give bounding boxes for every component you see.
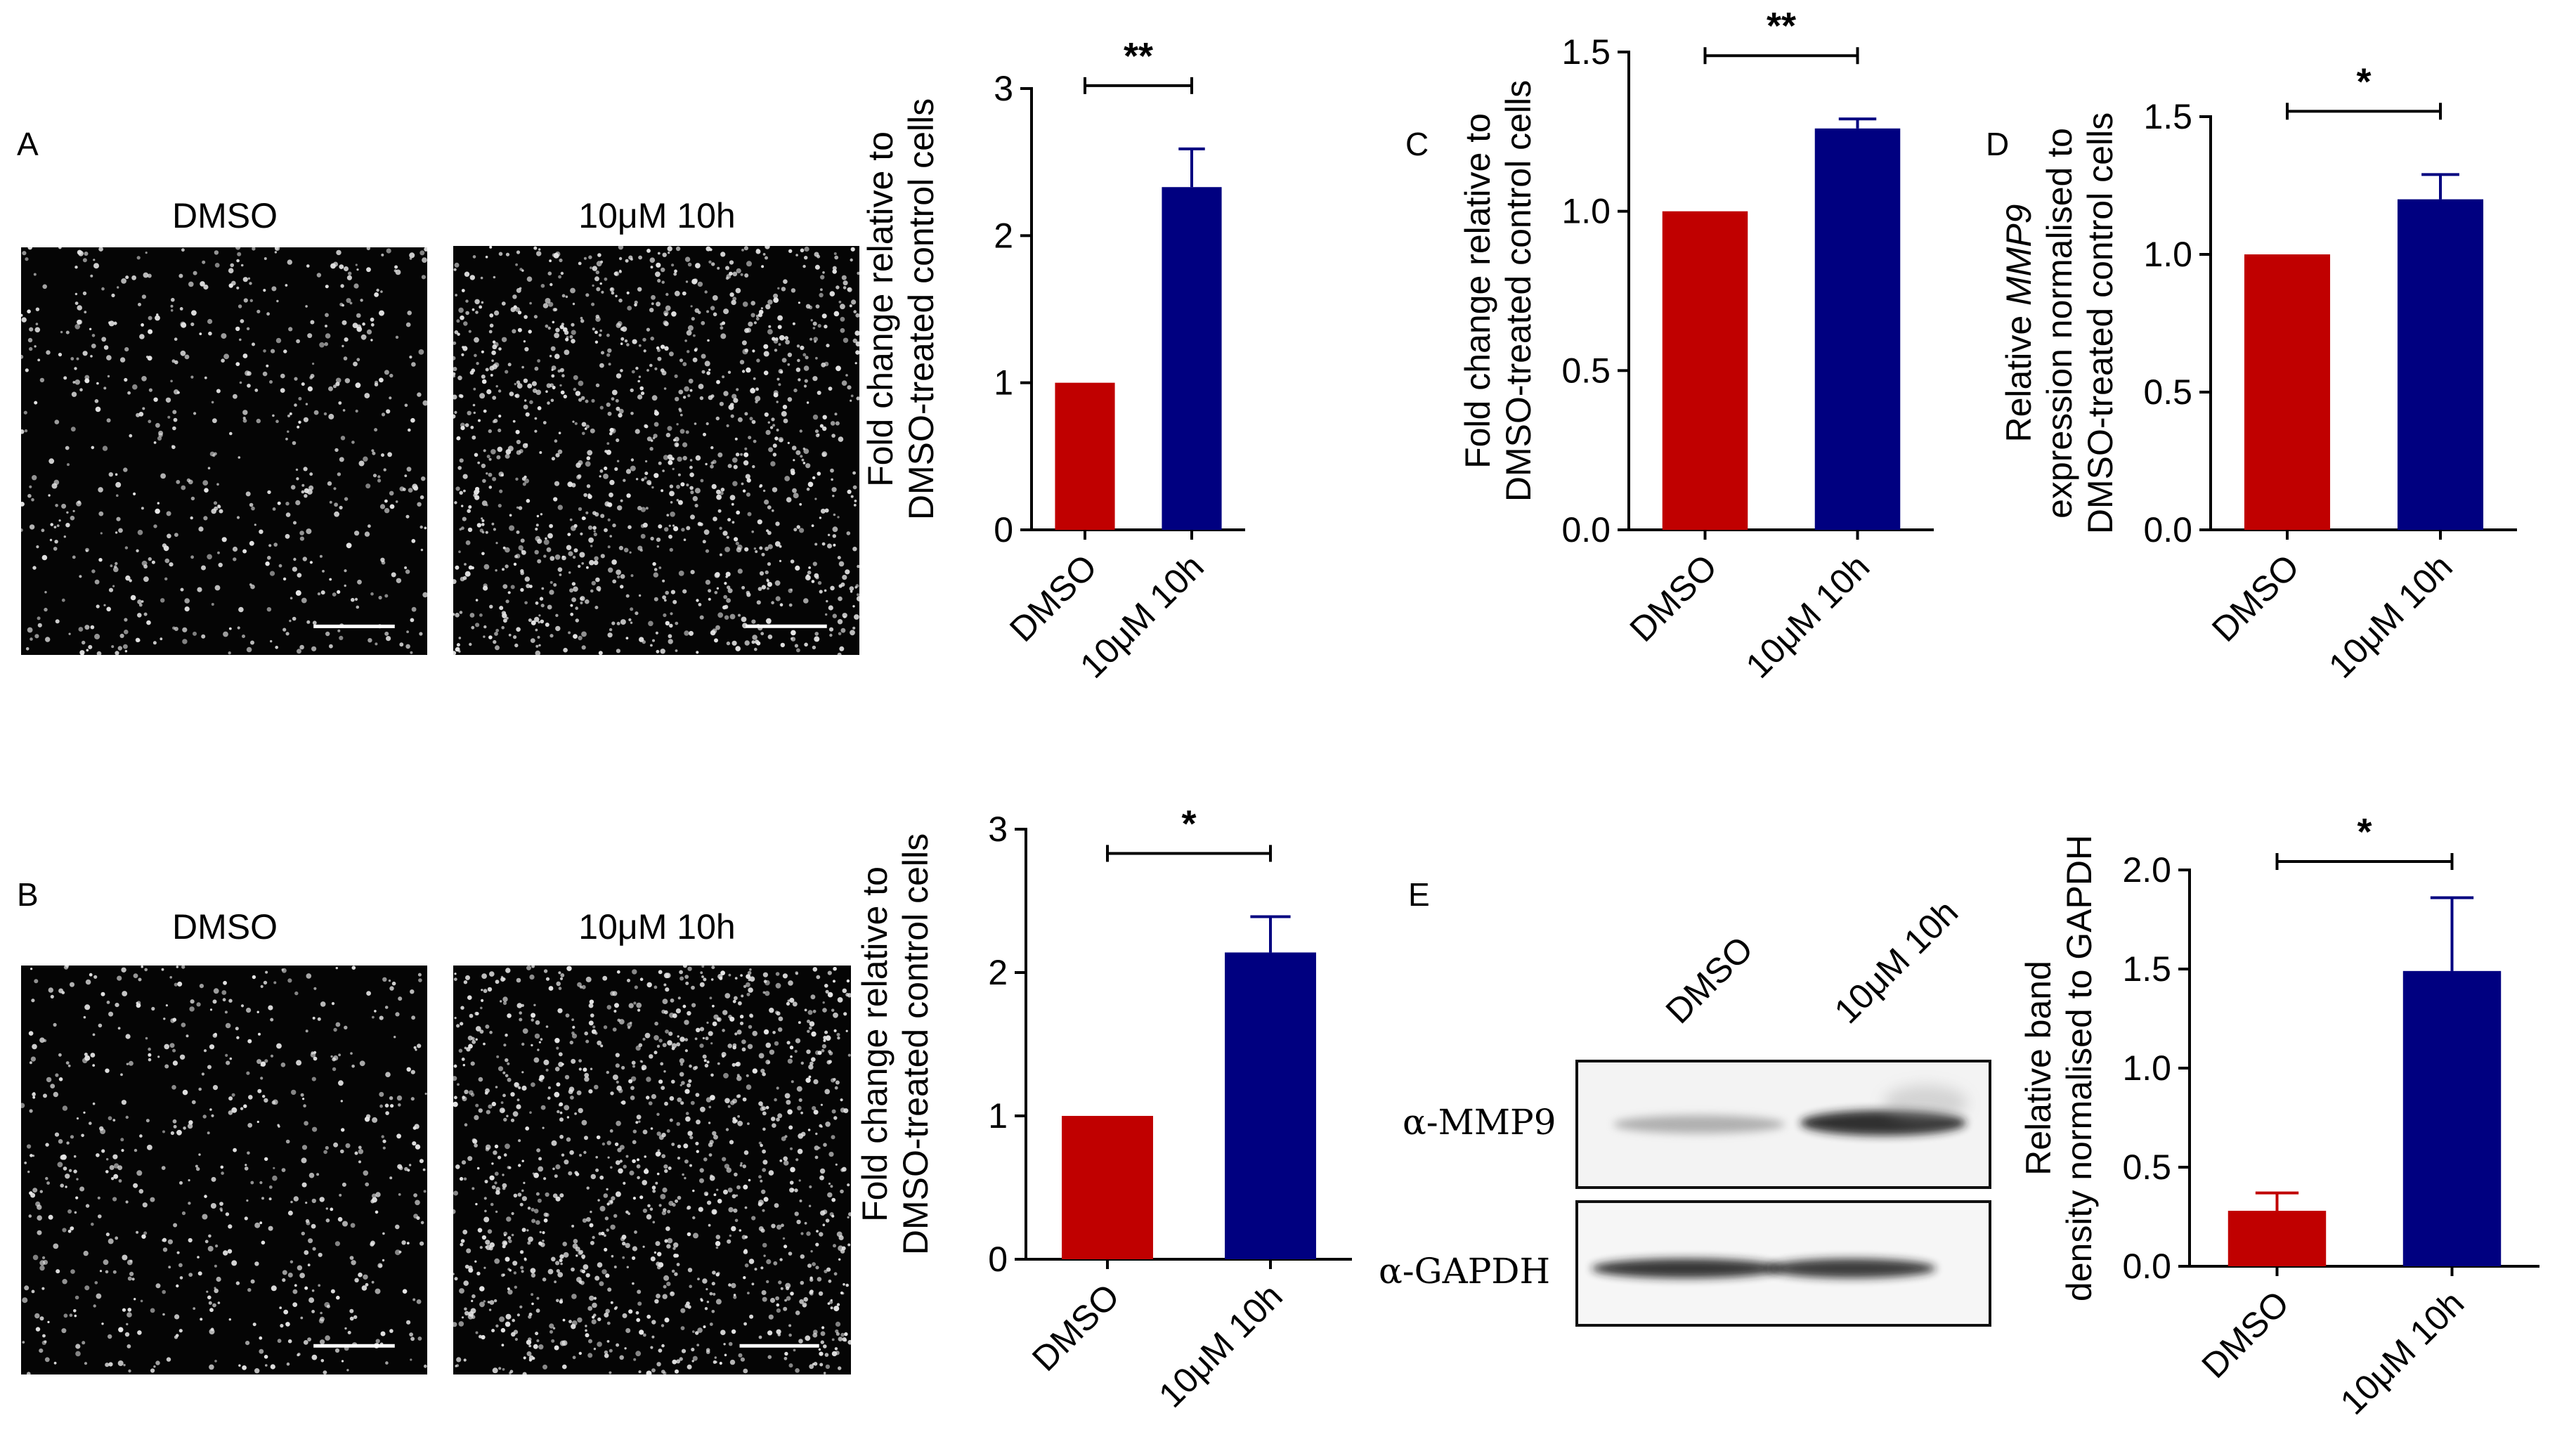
y-tick-label: 1.0: [2122, 1048, 2171, 1088]
x-tick-label: DMSO: [1622, 547, 1725, 649]
y-tick-label: 2.0: [2122, 850, 2171, 890]
x-tick-label: DMSO: [2204, 547, 2307, 649]
significance-label: **: [1767, 5, 1796, 47]
blot-lane-label-dmso: DMSO: [1658, 928, 1761, 1032]
western-blot: [1575, 1060, 1991, 1327]
bar-dmso: [1062, 1116, 1153, 1259]
bar-treated: [1225, 952, 1316, 1259]
y-tick-label: 2: [994, 216, 1013, 255]
bar-treated: [1162, 187, 1222, 530]
significance-label: *: [2357, 811, 2372, 853]
y-axis-label-line: expression normalised to: [2040, 128, 2079, 519]
y-tick-label: 2: [988, 953, 1008, 992]
significance-label: **: [1124, 35, 1153, 77]
bar-dmso: [1055, 382, 1115, 530]
blot-strip-mmp9: [1575, 1060, 1991, 1189]
bar-dmso: [2227, 1211, 2327, 1266]
x-tick-label: 10μM 10h: [2333, 1283, 2472, 1422]
y-tick-label: 3: [994, 69, 1013, 108]
y-tick-label: 3: [988, 810, 1008, 849]
y-tick-label: 0.0: [2122, 1247, 2171, 1286]
y-axis-label-line: Fold change relative to: [1458, 113, 1497, 469]
micrograph-b-dmso: [21, 966, 427, 1374]
antibody-label-mmp9: α-MMP9: [1403, 1102, 1556, 1143]
band-mmp9-dmso: [1613, 1115, 1785, 1133]
x-tick-label: 10μM 10h: [1738, 547, 1878, 686]
y-tick-label: 0.5: [2122, 1148, 2171, 1187]
y-tick-label: 0: [988, 1240, 1008, 1279]
panel-letter-b: B: [17, 876, 39, 913]
y-axis-label-line: Fold change relative to: [861, 131, 900, 487]
y-tick-label: 0: [994, 510, 1013, 550]
y-tick-label: 0.0: [2143, 510, 2192, 550]
bar-chart-e: 0.0 0.5 1.0 1.5 2.0 Relative band density norm…: [2019, 811, 2539, 1422]
bar-chart-d: 0.0 0.5 1.0 1.5 Relative MMP9 expression norm…: [1999, 60, 2517, 686]
blot-strip-gapdh: [1575, 1200, 1991, 1327]
x-tick-label: DMSO: [1002, 547, 1105, 649]
bar-chart-c: 0.0 0.5 1.0 1.5 Fold change relative to DMSO-…: [1458, 5, 1934, 686]
y-axis-label-line: DMSO-treated control cells: [902, 98, 941, 520]
y-axis-label-line: Relative MMP9: [1999, 204, 2038, 443]
y-tick-label: 1.5: [2122, 949, 2171, 989]
panel-letter-d: D: [1986, 126, 2010, 162]
y-axis-label-line: Fold change relative to: [855, 866, 895, 1222]
y-axis-label-line: DMSO-treated control cells: [896, 833, 935, 1255]
y-tick-label: 1: [988, 1096, 1008, 1136]
y-axis-label-line: density normalised to GAPDH: [2060, 835, 2099, 1301]
image-title-a-dmso: DMSO: [172, 196, 278, 235]
y-tick-label: 1.0: [1561, 192, 1611, 231]
bar-dmso: [1662, 211, 1748, 530]
panel-letter-e: E: [1408, 876, 1430, 913]
y-tick-label: 0.5: [1561, 351, 1611, 390]
y-tick-label: 1.5: [2143, 97, 2192, 136]
micrograph-a-dmso: [21, 247, 427, 655]
antibody-label-gapdh: α-GAPDH: [1379, 1251, 1551, 1292]
bar-treated: [1814, 128, 1901, 531]
bar-chart-b: 0 1 2 3 Fold change relative to DMSO-treated …: [855, 802, 1352, 1415]
image-title-a-treated: 10μM 10h: [578, 196, 736, 235]
bar-dmso: [2244, 254, 2331, 530]
band-gapdh-dmso: [1592, 1259, 1781, 1278]
y-tick-label: 0.0: [1561, 510, 1611, 550]
y-tick-label: 1.0: [2143, 235, 2192, 274]
y-tick-label: 1.5: [1561, 32, 1611, 72]
micrograph-b-treated: [453, 966, 851, 1374]
significance-label: *: [2356, 60, 2371, 103]
y-tick-label: 0.5: [2143, 372, 2192, 412]
bar-treated: [2397, 199, 2484, 530]
x-tick-label: DMSO: [1025, 1276, 1127, 1379]
image-title-b-treated: 10μM 10h: [578, 907, 736, 947]
micrograph-a-treated: [453, 246, 859, 655]
y-axis-label-line: Relative band: [2019, 961, 2058, 1176]
panel-letter-a: A: [17, 126, 39, 162]
bar-chart-a: 0 1 2 3 Fold change relative to DMSO-treated …: [861, 35, 1245, 686]
x-tick-label: 10μM 10h: [2321, 547, 2460, 686]
band-gapdh-treated: [1767, 1259, 1936, 1278]
blot-lane-label-treated: 10μM 10h: [1826, 892, 1966, 1032]
panel-letter-c: C: [1405, 126, 1429, 162]
x-tick-label: 10μM 10h: [1151, 1276, 1290, 1415]
significance-label: *: [1181, 802, 1196, 845]
y-axis-label-line: DMSO-treated control cells: [1499, 80, 1538, 502]
y-axis-label-line: DMSO-treated control cells: [2081, 112, 2120, 534]
bar-treated: [2402, 970, 2502, 1266]
image-title-b-dmso: DMSO: [172, 907, 278, 947]
y-tick-label: 1: [994, 363, 1013, 403]
x-tick-label: DMSO: [2194, 1283, 2297, 1386]
